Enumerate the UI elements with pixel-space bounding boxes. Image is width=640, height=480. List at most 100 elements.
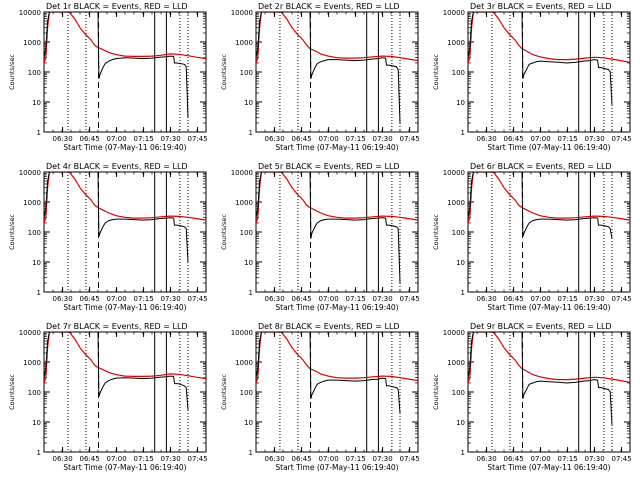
y-tick-label: 1000 [447,39,465,47]
x-tick-label: 06:30 [477,135,497,143]
y-tick-label: 1000 [447,199,465,207]
x-tick-label: 06:45 [292,295,312,303]
y-tick-label: 10 [456,419,465,427]
x-tick-label: 07:15 [134,455,154,463]
x-tick-label: 07:00 [319,135,339,143]
chart-panel: Det 4r BLACK = Events, RED = LLD 1 10 100 10… [8,162,208,312]
x-tick-label: 07:15 [134,135,154,143]
y-tick-label: 100 [28,69,41,77]
y-tick-label: 1000 [235,359,253,367]
y-tick-label: 1000 [23,39,41,47]
y-tick-label: 10000 [19,329,41,337]
x-tick-label: 07:30 [161,135,181,143]
series-group [44,172,206,263]
y-tick-label: 1 [249,129,253,137]
y-tick-label: 10000 [231,329,253,337]
y-tick-label: 10 [244,259,253,267]
series-line-lld [468,172,630,224]
panel-title: Det 1r BLACK = Events, RED = LLD [46,2,188,11]
y-tick-label: 1000 [447,359,465,367]
y-axis-label: Counts/sec [8,374,16,410]
chart-panel: Det 9r BLACK = Events, RED = LLD 1 10 100 10… [432,322,632,472]
x-tick-label: 07:45 [188,455,208,463]
x-tick-label: 07:15 [346,455,366,463]
y-tick-label: 10 [32,419,41,427]
x-tick-label: 06:45 [504,295,524,303]
x-tick-label: 07:15 [346,295,366,303]
x-tick-label: 06:30 [477,295,497,303]
x-tick-label: 07:00 [319,455,339,463]
series-line-lld [256,172,418,224]
y-tick-label: 100 [240,389,253,397]
y-tick-label: 10000 [231,169,253,177]
x-axis-label: Start Time (07-May-11 06:19:40) [63,303,186,312]
y-tick-label: 1000 [235,199,253,207]
x-tick-label: 07:15 [558,455,578,463]
series-line-lld [468,332,630,384]
y-tick-label: 1000 [23,359,41,367]
x-tick-label: 07:30 [585,295,605,303]
y-tick-label: 10000 [231,9,253,17]
x-tick-label: 07:30 [373,135,393,143]
x-tick-label: 06:45 [292,135,312,143]
series-line-lld [468,12,630,64]
x-tick-label: 07:30 [373,455,393,463]
series-group [44,332,206,411]
x-tick-label: 06:30 [477,455,497,463]
y-tick-label: 1 [37,289,41,297]
series-line-events [256,172,401,284]
y-tick-label: 1 [37,129,41,137]
series-group [256,12,418,124]
x-tick-label: 07:15 [134,295,154,303]
series-group [468,332,630,425]
x-axis-label: Start Time (07-May-11 06:19:40) [487,143,610,152]
x-tick-label: 07:30 [161,295,181,303]
series-line-lld [44,332,206,384]
y-tick-label: 10000 [19,169,41,177]
x-axis-label: Start Time (07-May-11 06:19:40) [63,463,186,472]
panel-title: Det 9r BLACK = Events, RED = LLD [470,322,612,331]
chart-panel: Det 3r BLACK = Events, RED = LLD 1 10 100 10… [432,2,632,152]
x-tick-label: 07:15 [558,295,578,303]
panel-title: Det 3r BLACK = Events, RED = LLD [470,2,612,11]
x-tick-label: 07:45 [400,295,420,303]
y-tick-label: 10000 [443,9,465,17]
y-tick-label: 1 [461,289,465,297]
y-tick-label: 1 [37,449,41,457]
panel-title: Det 4r BLACK = Events, RED = LLD [46,162,188,171]
x-axis-label: Start Time (07-May-11 06:19:40) [275,143,398,152]
y-tick-label: 10000 [443,169,465,177]
x-tick-label: 07:15 [346,135,366,143]
x-tick-label: 07:15 [558,135,578,143]
y-tick-label: 100 [452,69,465,77]
x-tick-label: 06:45 [504,455,524,463]
y-tick-label: 10 [32,259,41,267]
x-tick-label: 06:30 [53,135,73,143]
x-axis-label: Start Time (07-May-11 06:19:40) [63,143,186,152]
x-tick-label: 06:30 [53,455,73,463]
chart-panel: Det 5r BLACK = Events, RED = LLD 1 10 100 10… [220,162,420,312]
x-tick-label: 07:00 [531,295,551,303]
y-axis-label: Counts/sec [8,214,16,250]
series-line-lld [256,332,418,384]
x-tick-label: 07:00 [531,135,551,143]
x-tick-label: 06:30 [265,455,285,463]
series-line-lld [256,12,418,64]
y-tick-label: 1 [249,289,253,297]
chart-panel: Det 1r BLACK = Events, RED = LLD 1 10 100 10… [8,2,208,152]
y-tick-label: 100 [452,229,465,237]
x-tick-label: 07:45 [188,295,208,303]
y-axis-label: Counts/sec [220,214,228,250]
series-line-events [44,172,189,263]
y-tick-label: 10000 [19,9,41,17]
x-axis-label: Start Time (07-May-11 06:19:40) [275,303,398,312]
y-tick-label: 100 [240,229,253,237]
chart-panel: Det 7r BLACK = Events, RED = LLD 1 10 100 10… [8,322,208,472]
y-axis-label: Counts/sec [8,54,16,90]
series-line-events [44,332,189,411]
series-group [468,12,630,105]
x-tick-label: 07:30 [585,455,605,463]
y-tick-label: 1 [461,129,465,137]
y-axis-label: Counts/sec [432,214,440,250]
panel-title: Det 6r BLACK = Events, RED = LLD [470,162,612,171]
